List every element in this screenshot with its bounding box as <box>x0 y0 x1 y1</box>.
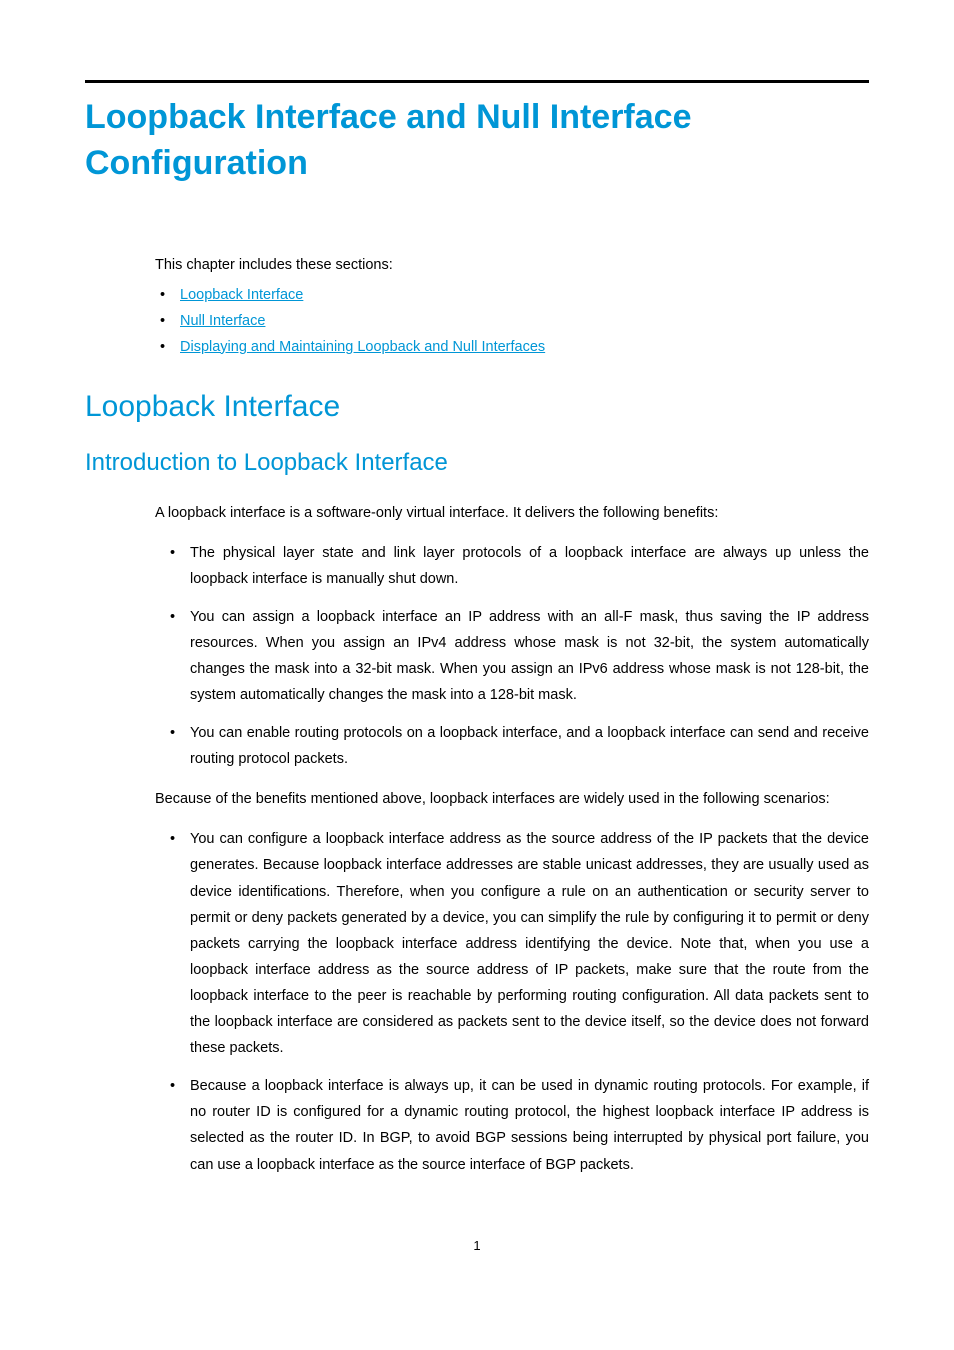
benefits-list: The physical layer state and link layer … <box>190 540 869 773</box>
scenarios-list: You can configure a loopback interface a… <box>190 826 869 1177</box>
table-of-contents: Loopback Interface Null Interface Displa… <box>180 287 869 355</box>
list-item: Because a loopback interface is always u… <box>190 1073 869 1177</box>
subsection-heading-intro: Introduction to Loopback Interface <box>85 449 869 477</box>
list-item: You can configure a loopback interface a… <box>190 826 869 1061</box>
intro-text: This chapter includes these sections: <box>155 257 869 273</box>
section-heading-loopback: Loopback Interface <box>85 390 869 424</box>
list-item: The physical layer state and link layer … <box>190 540 869 592</box>
toc-item: Displaying and Maintaining Loopback and … <box>180 339 869 355</box>
toc-item: Null Interface <box>180 313 869 329</box>
page-title: Loopback Interface and Null Interface Co… <box>85 95 869 187</box>
list-item: You can assign a loopback interface an I… <box>190 604 869 708</box>
toc-link-displaying[interactable]: Displaying and Maintaining Loopback and … <box>180 339 545 355</box>
page-number: 1 <box>85 1238 869 1253</box>
toc-item: Loopback Interface <box>180 287 869 303</box>
top-border <box>85 80 869 83</box>
scenarios-intro-paragraph: Because of the benefits mentioned above,… <box>155 788 869 812</box>
list-item: You can enable routing protocols on a lo… <box>190 720 869 772</box>
toc-link-null[interactable]: Null Interface <box>180 313 265 329</box>
lead-paragraph: A loopback interface is a software-only … <box>155 502 869 526</box>
toc-link-loopback[interactable]: Loopback Interface <box>180 287 303 303</box>
